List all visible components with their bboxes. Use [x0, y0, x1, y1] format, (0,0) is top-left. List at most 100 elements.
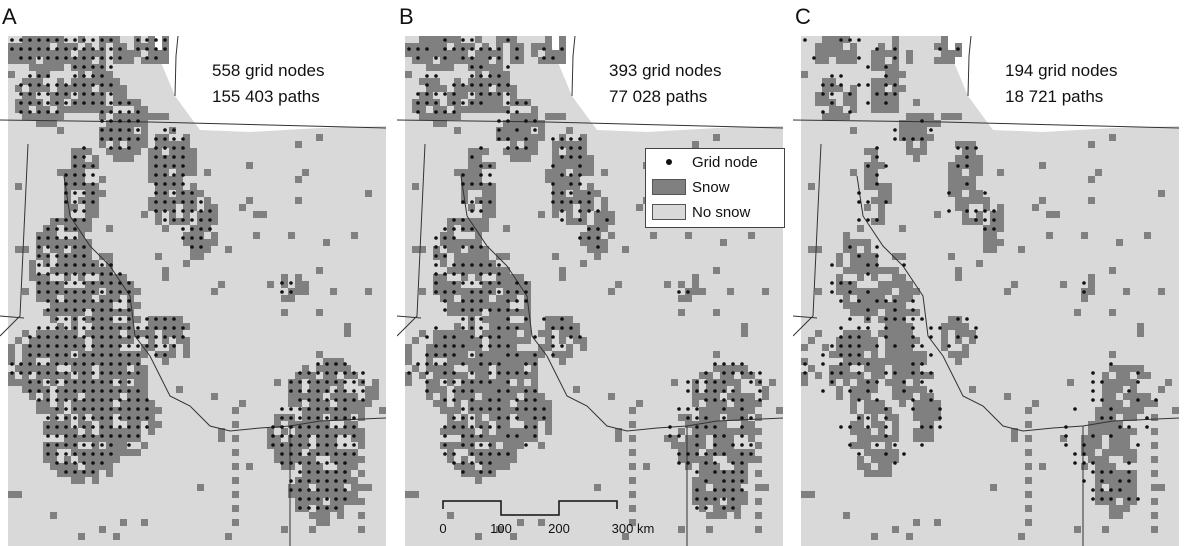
- snow-cell: [857, 379, 864, 386]
- snow-cell: [899, 386, 906, 393]
- snow-cell: [829, 351, 836, 358]
- snow-cell: [405, 43, 412, 50]
- grid-node: [289, 407, 293, 411]
- snow-cell: [475, 50, 482, 57]
- snow-cell: [552, 176, 559, 183]
- grid-node: [731, 479, 735, 483]
- grid-node: [515, 398, 519, 402]
- grid-node: [127, 389, 131, 393]
- grid-node: [334, 488, 338, 492]
- snow-cell: [57, 309, 64, 316]
- snow-cell: [302, 484, 309, 491]
- grid-node: [37, 326, 41, 330]
- snow-cell: [92, 281, 99, 288]
- snow-cell: [482, 260, 489, 267]
- snow-cell: [50, 316, 57, 323]
- snow-cell: [1151, 442, 1158, 449]
- snow-cell: [412, 50, 419, 57]
- grid-node: [857, 38, 861, 42]
- grid-node: [64, 407, 68, 411]
- snow-cell: [78, 239, 85, 246]
- grid-node: [352, 425, 356, 429]
- grid-node: [452, 371, 456, 375]
- snow-cell: [162, 330, 169, 337]
- stats-box: 558 grid nodes 155 403 paths: [212, 58, 324, 110]
- grid-node: [731, 461, 735, 465]
- snow-cell: [113, 386, 120, 393]
- snow-cell: [29, 113, 36, 120]
- snow-cell: [892, 379, 899, 386]
- snow-cell: [885, 330, 892, 337]
- snow-cell: [281, 456, 288, 463]
- snow-cell: [503, 295, 510, 302]
- grid-node: [452, 344, 456, 348]
- grid-node: [677, 434, 681, 438]
- snow-cell: [337, 505, 344, 512]
- grid-node: [136, 137, 140, 141]
- grid-node: [479, 47, 483, 51]
- grid-node: [82, 407, 86, 411]
- snow-cell: [330, 379, 337, 386]
- grid-node: [307, 416, 311, 420]
- snow-cell: [426, 113, 433, 120]
- snow-cell: [113, 344, 120, 351]
- snow-cell: [323, 421, 330, 428]
- grid-node: [64, 362, 68, 366]
- grid-node: [965, 164, 969, 168]
- snow-cell: [496, 85, 503, 92]
- grid-node: [73, 74, 77, 78]
- grid-node: [118, 335, 122, 339]
- snow-cell: [587, 162, 594, 169]
- grid-node: [19, 56, 23, 60]
- snow-cell: [78, 344, 85, 351]
- snow-cell: [906, 351, 913, 358]
- snow-cell: [899, 274, 906, 281]
- grid-node: [109, 452, 113, 456]
- snow-cell: [440, 120, 447, 127]
- snow-cell: [475, 246, 482, 253]
- grid-node: [461, 416, 465, 420]
- grid-node: [470, 380, 474, 384]
- snow-cell: [566, 344, 573, 351]
- snow-cell: [531, 372, 538, 379]
- grid-node: [343, 443, 347, 447]
- snow-cell: [836, 393, 843, 400]
- snow-cell: [1116, 449, 1123, 456]
- grid-node: [343, 416, 347, 420]
- snow-cell: [482, 351, 489, 358]
- snow-cell: [475, 267, 482, 274]
- snow-cell: [878, 428, 885, 435]
- grid-node: [857, 200, 861, 204]
- grid-node: [289, 389, 293, 393]
- grid-node: [560, 137, 564, 141]
- snow-cell: [454, 337, 461, 344]
- grid-node: [316, 380, 320, 384]
- snow-cell: [120, 92, 127, 99]
- snow-cell: [713, 463, 720, 470]
- snow-cell: [36, 295, 43, 302]
- snow-cell: [120, 288, 127, 295]
- snow-cell: [64, 106, 71, 113]
- grid-node: [190, 200, 194, 204]
- snow-cell: [92, 309, 99, 316]
- snow-cell: [1067, 379, 1074, 386]
- grid-node: [857, 344, 861, 348]
- snow-cell: [461, 337, 468, 344]
- snow-cell: [1060, 435, 1067, 442]
- snow-cell: [482, 267, 489, 274]
- grid-node: [64, 200, 68, 204]
- snow-cell: [447, 64, 454, 71]
- snow-cell: [232, 463, 239, 470]
- snow-cell: [913, 407, 920, 414]
- snow-cell: [489, 106, 496, 113]
- snow-cell: [50, 421, 57, 428]
- grid-node: [64, 308, 68, 312]
- snow-cell: [713, 484, 720, 491]
- snow-cell: [36, 43, 43, 50]
- snow-cell: [36, 85, 43, 92]
- snow-cell: [447, 372, 454, 379]
- snow-cell: [829, 372, 836, 379]
- scale-bar: 0 100 200 300 km: [430, 495, 654, 541]
- snow-cell: [433, 337, 440, 344]
- grid-node: [839, 353, 843, 357]
